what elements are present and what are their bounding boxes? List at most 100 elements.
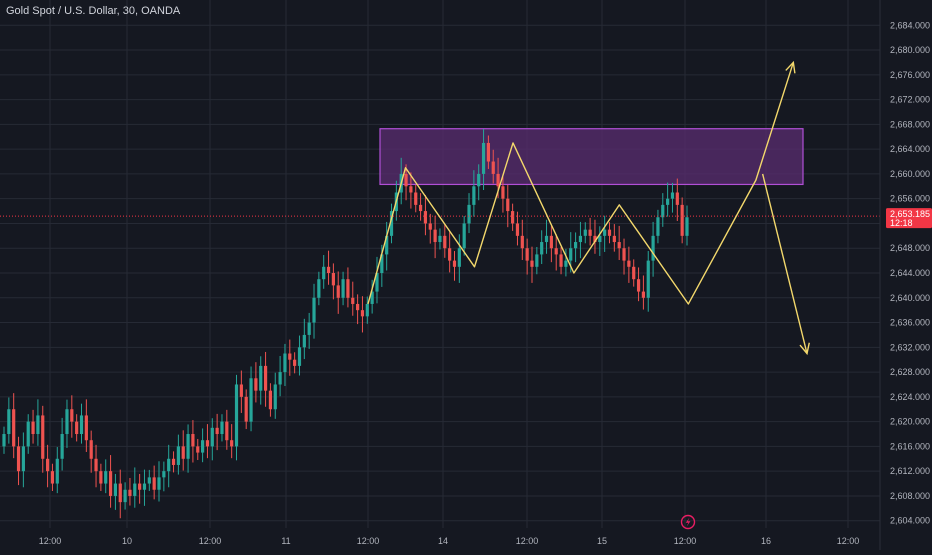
candle-body bbox=[515, 223, 520, 236]
candle-body bbox=[472, 186, 476, 205]
y-tick-label: 2,612.000 bbox=[890, 466, 930, 476]
candle-body bbox=[423, 211, 428, 224]
candle-body bbox=[7, 409, 11, 435]
candle-body bbox=[685, 217, 689, 236]
candle-body bbox=[666, 198, 670, 205]
candle-body bbox=[142, 483, 147, 490]
candle-body bbox=[433, 229, 437, 243]
candle-body bbox=[491, 161, 495, 174]
candle-body bbox=[162, 471, 166, 478]
candle-body bbox=[540, 242, 544, 255]
candle-body bbox=[60, 434, 64, 459]
candle-body bbox=[467, 204, 471, 224]
candle-body bbox=[588, 229, 592, 236]
candle-body bbox=[351, 297, 355, 304]
candle-body bbox=[385, 235, 389, 255]
candle-body bbox=[278, 372, 282, 385]
y-tick-label: 2,632.000 bbox=[890, 342, 930, 352]
candle-body bbox=[559, 254, 563, 267]
candle-body bbox=[583, 229, 587, 236]
y-tick-label: 2,604.000 bbox=[890, 516, 930, 526]
candle-body bbox=[632, 266, 636, 280]
y-tick-label: 2,640.000 bbox=[890, 293, 930, 303]
candle-body bbox=[569, 248, 573, 261]
candle-body bbox=[443, 235, 447, 249]
candle-body bbox=[646, 260, 650, 298]
y-tick-label: 2,668.000 bbox=[890, 119, 930, 129]
candle-body bbox=[341, 279, 345, 298]
candle-body bbox=[176, 446, 180, 465]
bearish-arrow-head bbox=[799, 342, 810, 356]
x-tick-label: 16 bbox=[761, 536, 771, 546]
candle-body bbox=[549, 235, 553, 249]
candle-body bbox=[254, 378, 258, 391]
candle-body bbox=[448, 248, 452, 261]
candle-body bbox=[307, 322, 311, 335]
x-tick-label: 14 bbox=[438, 536, 448, 546]
candle-body bbox=[370, 291, 374, 304]
candle-body bbox=[113, 483, 118, 496]
candle-body bbox=[263, 365, 268, 391]
candle-body bbox=[283, 353, 287, 373]
price-tag bbox=[886, 208, 932, 229]
candle-body bbox=[462, 223, 466, 249]
y-tick-label: 2,620.000 bbox=[890, 417, 930, 427]
candle-body bbox=[535, 254, 539, 267]
candles bbox=[2, 129, 689, 519]
y-tick-label: 2,648.000 bbox=[890, 243, 930, 253]
y-tick-label: 2,608.000 bbox=[890, 491, 930, 501]
candle-body bbox=[641, 291, 646, 298]
y-tick-label: 2,664.000 bbox=[890, 144, 930, 154]
candle-body bbox=[452, 260, 457, 267]
candle-body bbox=[680, 204, 684, 236]
candle-body bbox=[31, 421, 35, 435]
y-tick-label: 2,656.000 bbox=[890, 194, 930, 204]
candle-body bbox=[598, 235, 602, 243]
x-tick-label: 12:00 bbox=[837, 536, 860, 546]
candle-body bbox=[94, 458, 98, 472]
candle-body bbox=[627, 260, 631, 267]
y-tick-label: 2,624.000 bbox=[890, 392, 930, 402]
candle-body bbox=[152, 477, 156, 490]
candle-body bbox=[656, 217, 660, 236]
candle-body bbox=[79, 415, 84, 435]
candle-body bbox=[41, 415, 45, 459]
x-tick-label: 12:00 bbox=[674, 536, 697, 546]
price-tag-value: 2,653.185 bbox=[890, 209, 930, 219]
candle-body bbox=[230, 440, 234, 447]
y-tick-label: 2,616.000 bbox=[890, 441, 930, 451]
candle-body bbox=[249, 378, 253, 422]
candle-body bbox=[128, 489, 132, 496]
candle-body bbox=[205, 440, 210, 447]
candle-body bbox=[220, 421, 224, 435]
candle-body bbox=[215, 427, 219, 435]
candle-body bbox=[356, 303, 360, 311]
candle-body bbox=[234, 384, 239, 447]
x-tick-label: 12:00 bbox=[516, 536, 539, 546]
x-tick-label: 12:00 bbox=[39, 536, 62, 546]
lightning-icon-bolt bbox=[685, 517, 691, 527]
candle-body bbox=[210, 427, 214, 447]
candle-body bbox=[525, 248, 529, 261]
candle-body bbox=[578, 235, 583, 243]
candle-body bbox=[191, 434, 195, 447]
candle-body bbox=[346, 279, 350, 298]
candle-body bbox=[530, 260, 534, 267]
candle-body bbox=[196, 446, 200, 453]
candle-body bbox=[675, 192, 679, 205]
candle-body bbox=[477, 173, 481, 187]
candle-body bbox=[622, 248, 626, 261]
candle-body bbox=[108, 471, 113, 496]
time-axis-bg bbox=[0, 528, 880, 550]
candle-body bbox=[99, 471, 103, 484]
candle-body bbox=[288, 353, 292, 360]
candle-body bbox=[70, 409, 74, 422]
bullish-arrow-head bbox=[785, 60, 796, 74]
candle-body bbox=[404, 173, 408, 187]
candle-body bbox=[670, 192, 675, 199]
x-tick-label: 11 bbox=[281, 536, 290, 546]
symbol-title[interactable]: Gold Spot / U.S. Dollar, 30, OANDA bbox=[6, 5, 181, 17]
